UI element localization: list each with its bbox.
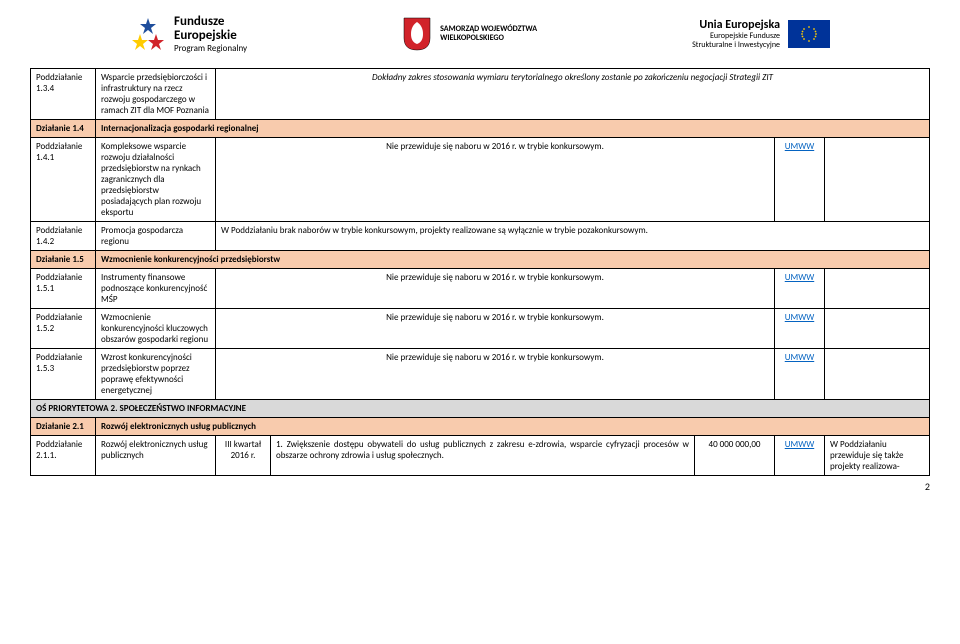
link-cell: UMWW	[774, 309, 824, 349]
sub-action-code: Poddziałanie 1.5.2	[31, 309, 96, 349]
note-cell: W Poddziałaniu brak naborów w trybie kon…	[216, 222, 930, 251]
axis-title: OŚ PRIORYTETOWA 2. SPOŁECZEŃSTWO INFORMA…	[31, 400, 930, 418]
sub-action-code: Poddziałanie 1.3.4	[31, 69, 96, 120]
sub-action-desc: Promocja gospodarcza regionu	[96, 222, 216, 251]
table-row: Działanie 2.1Rozwój elektronicznych usłu…	[31, 418, 930, 436]
table-row: Poddziałanie 1.5.2Wzmocnienie konkurency…	[31, 309, 930, 349]
sub-action-desc: Instrumenty finansowe podnoszące konkure…	[96, 269, 216, 309]
action-code: Działanie 2.1	[31, 418, 96, 436]
link-cell: UMWW	[774, 349, 824, 400]
umww-link[interactable]: UMWW	[785, 272, 814, 283]
table-row: OŚ PRIORYTETOWA 2. SPOŁECZEŃSTWO INFORMA…	[31, 400, 930, 418]
logo-left-sub: Program Regionalny	[174, 44, 247, 54]
action-title: Internacjonalizacja gospodarki regionaln…	[96, 120, 930, 138]
sub-action-desc: Wsparcie przedsiębiorczości i infrastruk…	[96, 69, 216, 120]
table-row: Poddziałanie 1.5.3Wzrost konkurencyjnośc…	[31, 349, 930, 400]
table-row: Poddziałanie 1.4.1Kompleksowe wsparcie r…	[31, 138, 930, 222]
logo-fundusze: Fundusze Europejskie Program Regionalny	[130, 15, 247, 53]
action-title: Rozwój elektronicznych usług publicznych	[96, 418, 930, 436]
sub-action-code: Poddziałanie 1.4.2	[31, 222, 96, 251]
header-logos: Fundusze Europejskie Program Regionalny …	[30, 15, 930, 53]
link-cell: UMWW	[774, 138, 824, 222]
umww-link[interactable]: UMWW	[785, 312, 814, 323]
note-cell: Dokładny zakres stosowania wymiaru teryt…	[216, 69, 930, 120]
note-cell: 1. Zwiększenie dostępu obywateli do usłu…	[271, 436, 695, 476]
note-cell: Nie przewiduje się naboru w 2016 r. w tr…	[216, 138, 775, 222]
action-title: Wzmocnienie konkurencyjności przedsiębio…	[96, 251, 930, 269]
sub-action-desc: Wzmocnienie konkurencyjności kluczowych …	[96, 309, 216, 349]
sub-action-desc: Rozwój elektronicznych usług publicznych	[96, 436, 216, 476]
umww-link[interactable]: UMWW	[785, 141, 814, 152]
table-row: Działanie 1.5Wzmocnienie konkurencyjnośc…	[31, 251, 930, 269]
note-cell: Nie przewiduje się naboru w 2016 r. w tr…	[216, 269, 775, 309]
logo-samorzad: SAMORZĄD WOJEWÓDZTWA WIELKOPOLSKIEGO	[402, 16, 537, 52]
extra-cell	[824, 269, 929, 309]
note-cell: Nie przewiduje się naboru w 2016 r. w tr…	[216, 349, 775, 400]
sub-action-code: Poddziałanie 1.5.1	[31, 269, 96, 309]
action-code: Działanie 1.5	[31, 251, 96, 269]
table-row: Poddziałanie 1.5.1Instrumenty finansowe …	[31, 269, 930, 309]
coat-of-arms-icon	[402, 16, 432, 52]
table-row: Poddziałanie 1.3.4Wsparcie przedsiębiorc…	[31, 69, 930, 120]
logo-right-sub2: Strukturalne i Inwestycyjne	[692, 41, 780, 50]
sub-action-desc: Wzrost konkurencyjności przedsiębiorstw …	[96, 349, 216, 400]
umww-link[interactable]: UMWW	[785, 352, 814, 363]
table-row: Poddziałanie 1.4.2Promocja gospodarcza r…	[31, 222, 930, 251]
sub-action-code: Poddziałanie 2.1.1.	[31, 436, 96, 476]
link-cell: UMWW	[774, 269, 824, 309]
action-code: Działanie 1.4	[31, 120, 96, 138]
table-row: Poddziałanie 2.1.1.Rozwój elektronicznyc…	[31, 436, 930, 476]
extra-cell: W Poddziałaniu przewiduje się także proj…	[824, 436, 929, 476]
sub-action-desc: Kompleksowe wsparcie rozwoju działalnośc…	[96, 138, 216, 222]
fe-stars-icon	[130, 16, 166, 52]
main-table: Poddziałanie 1.3.4Wsparcie przedsiębiorc…	[30, 68, 930, 476]
logo-left-title2: Europejskie	[174, 29, 247, 43]
extra-cell	[824, 349, 929, 400]
extra-cell	[824, 138, 929, 222]
table-row: Działanie 1.4Internacjonalizacja gospoda…	[31, 120, 930, 138]
extra-cell	[824, 309, 929, 349]
amount-cell: 40 000 000,00	[694, 436, 774, 476]
link-cell: UMWW	[774, 436, 824, 476]
logo-left-title: Fundusze	[174, 15, 247, 29]
quarter-cell: III kwartał 2016 r.	[216, 436, 271, 476]
eu-flag-icon	[788, 20, 830, 48]
logo-ue: Unia Europejska Europejskie Fundusze Str…	[692, 19, 830, 50]
logo-center-line2: WIELKOPOLSKIEGO	[440, 34, 537, 43]
sub-action-code: Poddziałanie 1.5.3	[31, 349, 96, 400]
note-cell: Nie przewiduje się naboru w 2016 r. w tr…	[216, 309, 775, 349]
sub-action-code: Poddziałanie 1.4.1	[31, 138, 96, 222]
page-number: 2	[30, 480, 930, 493]
umww-link[interactable]: UMWW	[785, 439, 814, 450]
